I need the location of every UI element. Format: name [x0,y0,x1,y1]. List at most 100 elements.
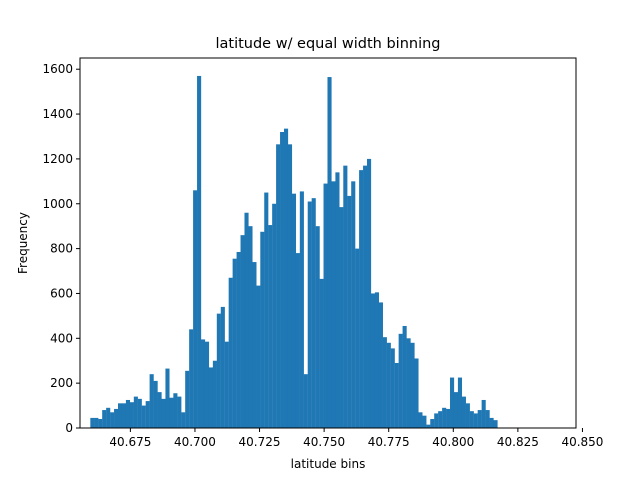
histogram-bar [216,313,221,428]
histogram-bar [339,207,344,428]
histogram-bar [284,128,289,428]
y-tick-label: 400 [50,331,73,345]
histogram-bar [370,293,376,428]
histogram-bar [422,415,427,428]
y-tick-label: 0 [65,421,73,435]
x-tick-label: 40.700 [174,435,216,449]
x-tick-label: 40.825 [497,435,539,449]
histogram-bar [102,410,107,428]
histogram-bar [240,235,245,428]
histogram-bar [418,412,423,428]
histogram-bar [374,292,380,428]
x-tick-label: 40.775 [368,435,410,449]
histogram-bar [489,417,494,428]
bars-group [90,75,498,428]
histogram-bar [323,183,328,428]
histogram-bar [367,158,372,428]
histogram-bar [212,360,217,428]
histogram-bar [141,405,146,428]
histogram-bar [299,191,304,428]
histogram-bar [145,401,150,428]
histogram-bar [236,251,241,428]
histogram-bar [453,392,459,428]
histogram-bar [280,132,285,428]
histogram-bar [335,172,340,428]
histogram-bar [244,212,249,428]
y-axis-ticks: 0 200 400 600 800 1000 1200 1400 1600 [42,62,80,435]
histogram-bar [398,333,403,428]
histogram-bar [311,198,316,428]
histogram-bar [394,362,399,428]
histogram-bar [359,170,364,428]
histogram-bar [493,420,498,428]
histogram-bar [161,398,166,428]
histogram-bar [232,258,237,428]
histogram-bar [473,413,478,428]
histogram-bar [90,417,95,428]
histogram-bar [307,201,312,428]
histogram-bar [481,399,486,428]
y-tick-label: 1200 [42,152,73,166]
x-tick-label: 40.675 [109,435,151,449]
histogram-bar [430,419,435,428]
histogram-bar [208,367,214,428]
histogram-bar [204,341,210,428]
histogram-bar [264,192,269,428]
histogram-bar [465,403,470,428]
histogram-bar [331,181,336,428]
histogram-bar [260,231,265,428]
histogram-bar [98,419,103,428]
histogram-bar [181,412,186,428]
histogram-bar [197,75,202,428]
histogram-bar [252,262,257,428]
histogram-bar [303,374,308,428]
x-axis-label: latitude bins [291,457,366,471]
histogram-bar [406,338,411,428]
y-tick-label: 1600 [42,62,73,76]
histogram-bar [390,348,395,428]
histogram-bar [291,193,297,428]
histogram-bar [224,341,229,428]
histogram-bar [287,144,293,428]
histogram-bar [295,253,300,428]
histogram-bar [442,407,447,428]
histogram-bar [157,392,162,428]
histogram-bar [414,358,419,428]
histogram-bar [446,408,451,428]
histogram-bar [402,325,407,428]
histogram-bar [189,329,194,428]
histogram-bar [110,412,115,428]
histogram-bar [173,393,178,428]
histogram-bar [133,396,138,428]
histogram-bar [315,226,320,428]
histogram-bar [378,302,383,428]
histogram-bar [149,374,154,428]
histogram-bar [386,342,391,428]
histogram-bar [125,399,131,428]
histogram-bar [477,410,482,428]
histogram-bar [177,396,182,428]
histogram-bar [118,403,123,428]
histogram-bar [137,398,142,428]
histogram-bar [185,370,190,428]
histogram-bar [434,413,439,428]
histogram-bar [450,377,455,428]
histogram-bar [382,337,387,428]
histogram-bar [485,410,490,428]
histogram-bar [248,226,253,428]
y-tick-label: 1000 [42,197,73,211]
histogram-bar [193,190,198,428]
chart-title: latitude w/ equal width binning [215,36,440,52]
y-tick-label: 1400 [42,107,73,121]
x-axis-ticks: 40.675 40.700 40.725 40.750 40.775 40.800 40.8… [109,428,603,449]
histogram-bar [363,165,368,428]
histogram-bar [319,278,324,428]
histogram-bar [438,411,443,428]
histogram-bar [327,77,332,428]
x-tick-label: 40.750 [303,435,345,449]
histogram-bar [114,408,119,428]
plot-frame [79,57,577,429]
histogram-bar [276,144,281,428]
histogram-bar [268,225,273,428]
